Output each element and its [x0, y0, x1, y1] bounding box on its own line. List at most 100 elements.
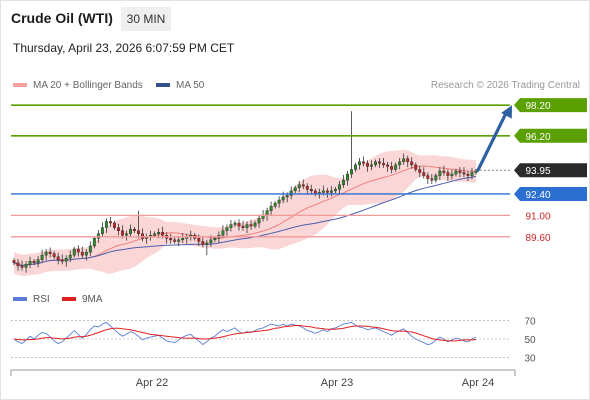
instrument-title: Crude Oil (WTI): [11, 10, 113, 26]
candle: [470, 167, 474, 180]
candle-body: [76, 248, 80, 253]
candle-body: [161, 232, 165, 236]
candle: [104, 218, 108, 233]
level-label-box: [514, 98, 587, 113]
candle: [450, 169, 454, 180]
legend-ma-bollinger: MA 20 + Bollinger Bands: [13, 80, 143, 91]
candle-body: [169, 238, 173, 241]
candle-body: [337, 184, 341, 190]
candle-body: [225, 227, 229, 231]
candle: [410, 157, 414, 169]
candle: [112, 220, 116, 230]
candle-body: [273, 202, 277, 207]
candle-body: [141, 233, 145, 239]
legend-ma50: MA 50: [156, 80, 204, 91]
candle-body: [24, 264, 28, 268]
candle: [20, 260, 24, 271]
candle: [68, 250, 72, 263]
candle: [141, 228, 145, 242]
candle: [422, 167, 426, 179]
candle: [28, 256, 32, 269]
candle: [390, 161, 394, 174]
bollinger-band: [14, 149, 476, 277]
candle-body: [398, 161, 402, 166]
candle-body: [305, 186, 309, 190]
candle-body: [354, 164, 357, 170]
candle-body: [386, 164, 390, 167]
level-label: 98.20: [525, 101, 550, 112]
candle: [289, 186, 293, 200]
candle: [257, 214, 261, 228]
candle-body: [241, 225, 245, 228]
rsi-panel: 70 50 30: [11, 316, 536, 365]
candle-body: [104, 221, 108, 228]
level-label-box: [514, 128, 587, 143]
projection-arrowhead: [501, 105, 512, 119]
candle: [414, 162, 418, 172]
candle: [249, 219, 253, 230]
candle: [125, 230, 128, 241]
candle-body: [197, 238, 201, 242]
candle-body: [454, 170, 458, 175]
candle-body: [366, 163, 369, 167]
time-axis: Apr 22 Apr 23 Apr 24: [10, 369, 516, 389]
candle: [72, 246, 76, 258]
candle-body: [414, 164, 418, 170]
candle: [108, 216, 112, 227]
level-label-box: [514, 163, 587, 178]
candle: [370, 160, 373, 171]
candle: [341, 174, 345, 188]
candle-body: [470, 172, 474, 176]
candle: [309, 184, 313, 195]
candle-body: [80, 251, 84, 256]
level-label: 93.95: [525, 166, 550, 177]
candle: [177, 236, 181, 246]
candle-body: [213, 238, 217, 241]
candle-body: [133, 228, 136, 231]
candle-body: [129, 228, 132, 234]
candle: [366, 160, 369, 172]
candle-body: [88, 245, 92, 253]
source-credit: Research © 2026 Trading Central: [430, 80, 580, 91]
level-label: 91.00: [525, 211, 550, 222]
candle-body: [281, 196, 285, 201]
candle: [133, 226, 136, 233]
candle: [273, 200, 277, 209]
candle: [84, 249, 88, 261]
candle-body: [329, 190, 333, 193]
candle: [56, 252, 60, 265]
candle: [64, 255, 68, 267]
price-panel: [12, 111, 478, 277]
candle-body: [125, 233, 128, 236]
candle-body: [345, 173, 349, 181]
candle-body: [96, 233, 100, 239]
candle-body: [68, 254, 72, 259]
candle: [12, 258, 16, 266]
x-tick-label: Apr 22: [136, 377, 168, 389]
candle: [394, 162, 398, 172]
candle: [16, 258, 20, 271]
candle: [354, 162, 357, 172]
candle-body: [382, 163, 386, 166]
candle: [201, 236, 205, 248]
candle-body: [64, 258, 68, 262]
candle-body: [84, 251, 88, 256]
candle-body: [301, 184, 305, 187]
candle-body: [462, 172, 466, 175]
candle-body: [442, 170, 446, 173]
candle-body: [12, 260, 16, 264]
candle-body: [466, 173, 470, 176]
candle: [253, 220, 257, 229]
candle-body: [112, 222, 116, 228]
candle: [337, 180, 341, 194]
timeframe-badge[interactable]: 30 MIN: [121, 7, 171, 31]
candle: [92, 236, 96, 249]
candle: [233, 220, 237, 227]
legend-label-ma50: MA 50: [176, 80, 205, 91]
candle: [446, 169, 450, 181]
candle: [382, 157, 386, 168]
candle-body: [237, 222, 241, 227]
candle-body: [173, 239, 177, 242]
candle: [454, 168, 458, 177]
